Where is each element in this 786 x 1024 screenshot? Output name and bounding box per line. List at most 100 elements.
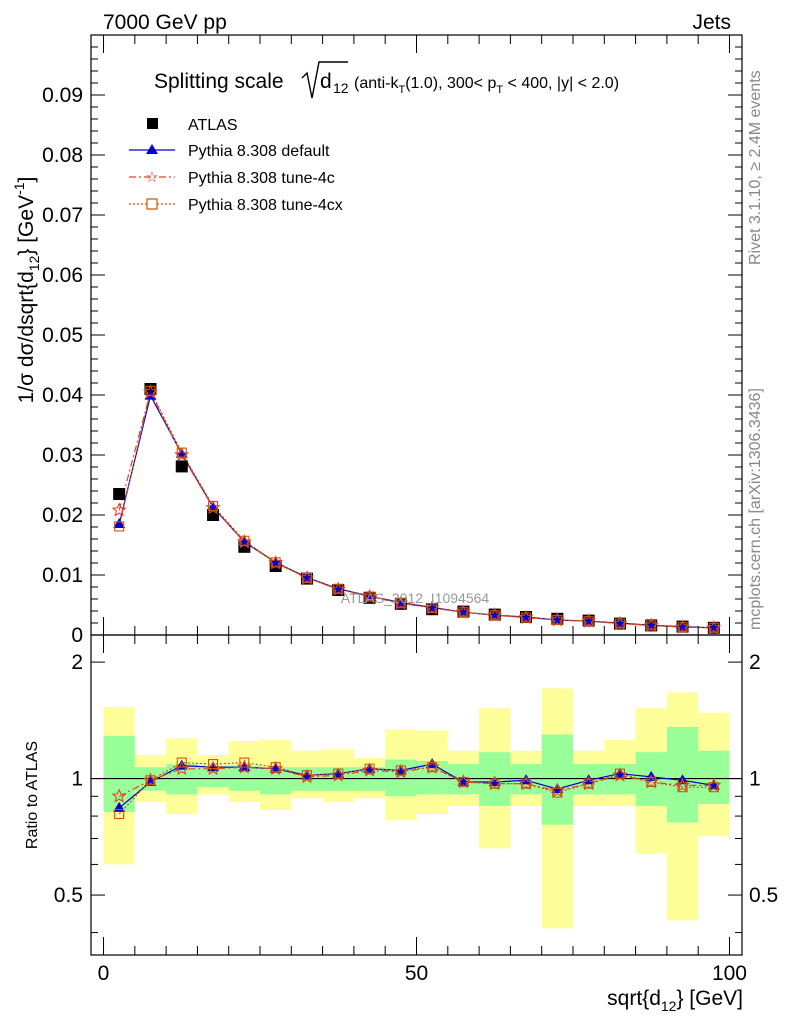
main-ytick-label: 0.07: [42, 204, 83, 227]
main-point-open-square: [614, 618, 625, 629]
main-point-open-square: [270, 557, 281, 568]
main-point-square: [175, 460, 188, 473]
ratio-point-star: [111, 788, 127, 803]
ratio-point-triangle: [488, 775, 501, 786]
main-point-open-square: [583, 616, 594, 627]
main-point-open-square: [489, 610, 500, 621]
ratio-ytick-label-right: 1: [749, 768, 761, 791]
main-panel: ATLAS_2012_I1094564 0 0.01 0.02 0.03 0.04 0.0…: [42, 34, 743, 647]
svg-text:12: 12: [333, 80, 349, 96]
header-right: Jets: [692, 11, 731, 34]
ratio-point-open-square: [458, 776, 469, 788]
ratio-point-triangle: [363, 762, 376, 773]
main-point-open-square: [458, 607, 469, 618]
ratio-point-open-square: [708, 782, 719, 793]
legend-item-tune4cx: Pythia 8.308 tune-4cx: [129, 197, 343, 214]
main-ytick-label: 0: [71, 624, 83, 647]
rivet-label: Rivet 3.1.10, ≥ 2.4M events: [747, 70, 764, 265]
main-point-open-square: [646, 620, 657, 631]
main-point-open-square: [333, 583, 344, 594]
ratio-ytick-label-right: 0.5: [749, 884, 778, 907]
main-ytick-label: 0.06: [42, 264, 83, 287]
ratio-ytick-label-right: 2: [749, 651, 761, 674]
ratio-point-open-square: [208, 759, 219, 770]
main-ylabel: 1/σ dσ/dsqrt{d12} [GeV-1]: [11, 177, 42, 404]
ratio-point-open-square: [677, 782, 688, 793]
main-point-open-square: [427, 602, 438, 614]
main-point-triangle: [113, 518, 126, 528]
ratio-point-open-square: [145, 775, 156, 786]
legend-item-tune4c: ☆ Pythia 8.308 tune-4c: [129, 169, 335, 187]
ratio-point-open-square: [270, 762, 281, 773]
ratio-point-open-square: [301, 770, 313, 781]
main-point-open-square: [520, 612, 532, 623]
ratio-point-open-square: [646, 776, 657, 788]
ratio-point-open-square: [114, 808, 125, 820]
ratio-point-open-square: [427, 762, 438, 773]
ratio-xtick-label: 0: [98, 962, 110, 985]
svg-text:d: d: [320, 70, 332, 93]
ratio-band-inner: [541, 734, 573, 825]
main-ticks: 0 0.01 0.02 0.03 0.04 0.05 0.06 0.07 0.08 0.09: [42, 34, 742, 647]
ratio-point-open-square: [520, 778, 532, 789]
svg-text:Pythia 8.308 tune-4cx: Pythia 8.308 tune-4cx: [188, 197, 343, 214]
main-ytick-label: 0.04: [42, 384, 83, 407]
main-marks: [111, 383, 722, 635]
main-point-open-square: [145, 385, 156, 396]
main-ytick-label: 0.08: [42, 144, 83, 167]
main-point-open-square: [114, 521, 125, 532]
ratio-ytick-label-left: 0.5: [54, 884, 83, 907]
ratio-point-open-square: [489, 778, 500, 789]
ratio-xtick-label: 50: [405, 962, 428, 985]
main-ytick-label: 0.03: [42, 444, 83, 467]
ratio-ytick-label-left: 1: [71, 768, 83, 791]
ratio-panel: 0.5 0.5 1 1 2 2 0 50 100: [54, 634, 778, 985]
ratio-point-triangle: [394, 764, 407, 775]
ratio-point-triangle: [332, 767, 345, 778]
ratio-point-open-square: [583, 778, 594, 789]
xlabel: sqrt{d12} [GeV]: [607, 987, 743, 1014]
main-point-open-square: [364, 591, 375, 602]
ratio-point-open-square: [614, 768, 625, 779]
ratio-point-open-square: [176, 757, 187, 768]
mcplots-label: mcplots.cern.ch [arXiv:1306.3436]: [747, 388, 764, 630]
legend: ATLAS Pythia 8.308 default ☆ Pythia 8.30…: [129, 117, 343, 214]
ratio-ticks: 0.5 0.5 1 1 2 2 0 50 100: [54, 635, 778, 985]
ratio-point-open-square: [552, 787, 563, 798]
ratio-point-open-square: [239, 757, 250, 768]
ratio-ylabel: Ratio to ATLAS: [24, 741, 41, 849]
ratio-line-open-square: [118, 761, 714, 815]
ratio-point-triangle: [300, 769, 313, 780]
watermark: ATLAS_2012_I1094564: [341, 590, 490, 606]
ratio-marks: [91, 688, 742, 929]
legend-item-atlas: ATLAS: [147, 117, 238, 134]
main-point-open-square: [552, 614, 563, 626]
main-ytick-label: 0.02: [42, 504, 83, 527]
ratio-point-open-square: [395, 765, 406, 776]
chart-title: Splitting scale: [154, 70, 284, 93]
title-root: d 12: [301, 61, 349, 99]
main-ytick-label: 0.05: [42, 324, 83, 347]
main-ytick-label: 0.01: [42, 564, 83, 587]
ratio-point-triangle: [613, 767, 626, 778]
ratio-point-open-square: [364, 763, 375, 774]
svg-text:☆: ☆: [145, 169, 158, 186]
main-point-open-square: [301, 572, 313, 584]
main-point-open-square: [708, 622, 719, 633]
main-point-square: [113, 488, 126, 500]
ratio-band-inner: [103, 735, 135, 812]
chart-subtitle: (anti-kT(1.0), 300< pT < 400, |y| < 2.0): [354, 75, 619, 96]
ratio-xtick-label: 100: [712, 962, 747, 985]
ratio-line-star: [118, 766, 714, 797]
main-point-open-square: [395, 598, 406, 609]
main-point-open-square: [677, 622, 688, 633]
main-point-star: [111, 502, 127, 517]
svg-text:ATLAS: ATLAS: [188, 117, 238, 134]
ratio-band-inner: [698, 750, 730, 804]
legend-item-default: Pythia 8.308 default: [129, 143, 330, 160]
ratio-band-inner: [197, 765, 229, 788]
main-ytick-label: 0.09: [42, 84, 83, 107]
svg-text:Pythia 8.308 tune-4c: Pythia 8.308 tune-4c: [188, 170, 335, 187]
main-point-open-square: [208, 500, 219, 512]
